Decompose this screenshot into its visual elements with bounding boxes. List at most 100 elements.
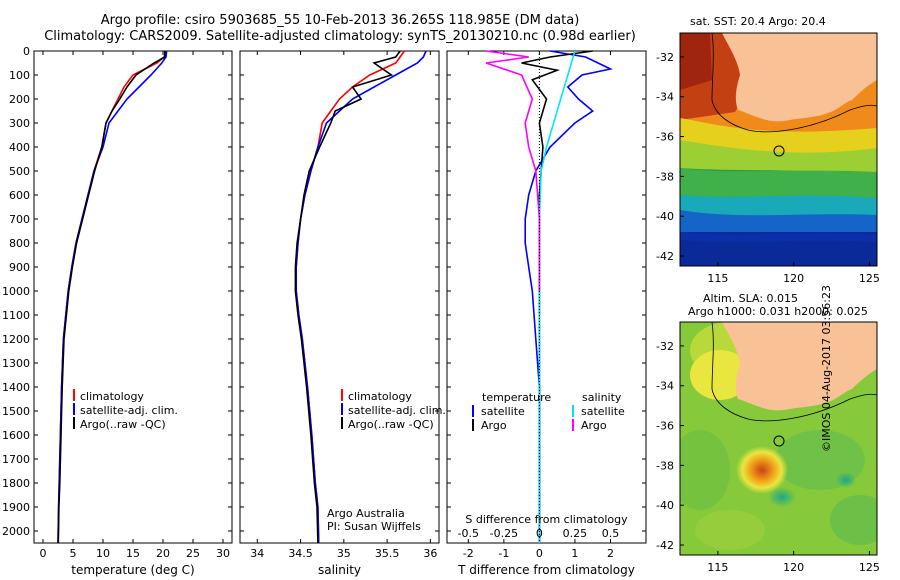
- map-x-tick-label: 125: [859, 561, 880, 574]
- x-tick-label: 35: [337, 547, 351, 560]
- y-tick-label: 2000: [2, 525, 30, 538]
- map-x-tick-label: 120: [783, 561, 804, 574]
- y-tick-label: 1300: [2, 357, 30, 370]
- x-axis-label: temperature (deg C): [71, 563, 194, 577]
- x-tick-label: 30: [216, 547, 230, 560]
- y-tick-label: 600: [9, 189, 30, 202]
- map-x-tick-label: 115: [707, 272, 728, 285]
- map-y-tick-label: -34: [656, 91, 674, 104]
- y-tick-label: 100: [9, 69, 30, 82]
- map-y-tick-label: -32: [656, 340, 674, 353]
- x-tick-label: 34.5: [288, 547, 313, 560]
- title-line-2: Climatology: CARS2009. Satellite-adjuste…: [44, 29, 636, 44]
- series-line-argo-raw-qc-: [294, 50, 401, 544]
- x-tick-label: -1: [498, 547, 509, 560]
- map-y-tick-label: -32: [656, 51, 674, 64]
- top-tick-label: -0.25: [490, 527, 518, 540]
- sst-map-title: sat. SST: 20.4 Argo: 20.4: [690, 15, 826, 28]
- sla-map-frame: [679, 321, 878, 556]
- y-tick-label: 1400: [2, 381, 30, 394]
- x-tick-label: 5: [70, 547, 77, 560]
- imos-stamp: ©IMOS 04-Aug-2017 03:56:23: [820, 285, 833, 452]
- x-tick-label: 2: [607, 547, 614, 560]
- y-tick-label: 1900: [2, 501, 30, 514]
- map-y-tick-label: -36: [656, 420, 674, 433]
- x-axis-label: salinity: [318, 563, 361, 577]
- top-tick-label: 0.5: [602, 527, 620, 540]
- sst-map: [680, 33, 877, 266]
- x-tick-label: 1: [571, 547, 578, 560]
- map-y-tick-label: -40: [656, 499, 674, 512]
- y-tick-label: 1000: [2, 285, 30, 298]
- legend-title-salinity: salinity: [582, 391, 622, 404]
- y-tick-label: 300: [9, 117, 30, 130]
- top-tick-label: -0.5: [458, 527, 479, 540]
- x-tick-label: 36: [423, 547, 437, 560]
- legend-label: satellite: [581, 405, 625, 418]
- legend-label: satellite-adj. clim.: [348, 404, 446, 417]
- sst-shelf: [711, 33, 877, 133]
- y-tick-label: 1500: [2, 405, 30, 418]
- map-y-tick-label: -40: [656, 210, 674, 223]
- map-x-tick-label: 120: [783, 272, 804, 285]
- map-y-tick-label: -42: [656, 250, 674, 263]
- y-tick-label: 1600: [2, 429, 30, 442]
- y-tick-label: 800: [9, 237, 30, 250]
- x-tick-label: 15: [126, 547, 140, 560]
- sst-land: [722, 33, 877, 122]
- pi-note: PI: Susan Wijffels: [327, 520, 421, 533]
- series-line-salinity-argo: [485, 50, 541, 291]
- sla-map-title-1: Altim. SLA: 0.015: [703, 292, 799, 305]
- x-tick-label: 0: [40, 547, 47, 560]
- legend-label: climatology: [80, 390, 144, 403]
- y-tick-label: 1200: [2, 333, 30, 346]
- y-tick-label: 700: [9, 213, 30, 226]
- x-tick-label: 25: [186, 547, 200, 560]
- sla-argo-marker: [773, 435, 785, 447]
- legend-title-temperature: temperature: [482, 391, 551, 404]
- y-tick-label: 1100: [2, 309, 30, 322]
- legend-label: satellite: [481, 405, 525, 418]
- y-tick-label: 0: [23, 45, 30, 58]
- x-tick-label: 10: [96, 547, 110, 560]
- y-tick-label: 200: [9, 93, 30, 106]
- legend-label: Argo: [481, 419, 507, 432]
- x-tick-label: 35.5: [375, 547, 400, 560]
- legend-label: Argo: [581, 419, 607, 432]
- map-x-tick-label: 115: [707, 561, 728, 574]
- argo-australia-note: Argo Australia: [327, 507, 405, 520]
- y-tick-label: 900: [9, 261, 30, 274]
- sst-argo-marker: [773, 145, 785, 157]
- sla-shelf: [711, 322, 877, 422]
- top-tick-label: 0.25: [563, 527, 588, 540]
- legend-label: Argo(..raw -QC): [80, 418, 166, 431]
- title-line-1: Argo profile: csiro 5903685_55 10-Feb-20…: [100, 13, 580, 28]
- panel-frame-0: [33, 50, 233, 544]
- y-tick-label: 1700: [2, 453, 30, 466]
- y-tick-label: 1800: [2, 477, 30, 490]
- sla-land: [722, 322, 877, 411]
- legend-label: Argo(..raw -QC): [348, 418, 434, 431]
- map-y-tick-label: -36: [656, 131, 674, 144]
- x-tick-label: 0: [536, 547, 543, 560]
- legend-label: climatology: [348, 390, 412, 403]
- sst-map-frame: [679, 32, 878, 267]
- x-axis-label: T difference from climatology: [457, 563, 635, 577]
- map-x-tick-label: 125: [859, 272, 880, 285]
- map-y-tick-label: -38: [656, 170, 674, 183]
- top-axis-label: S difference from climatology: [465, 513, 628, 526]
- series-line-argo-raw-qc-: [57, 51, 166, 544]
- x-tick-label: -2: [463, 547, 474, 560]
- map-y-tick-label: -42: [656, 539, 674, 552]
- map-y-tick-label: -38: [656, 459, 674, 472]
- y-tick-label: 400: [9, 141, 30, 154]
- y-tick-label: 500: [9, 165, 30, 178]
- panel-frame-1: [239, 50, 440, 544]
- legend-label: satellite-adj. clim.: [80, 404, 178, 417]
- x-tick-label: 20: [156, 547, 170, 560]
- map-y-tick-label: -34: [656, 380, 674, 393]
- top-tick-label: 0: [536, 527, 543, 540]
- panel-frame-2: [446, 50, 647, 544]
- x-tick-label: 34: [250, 547, 264, 560]
